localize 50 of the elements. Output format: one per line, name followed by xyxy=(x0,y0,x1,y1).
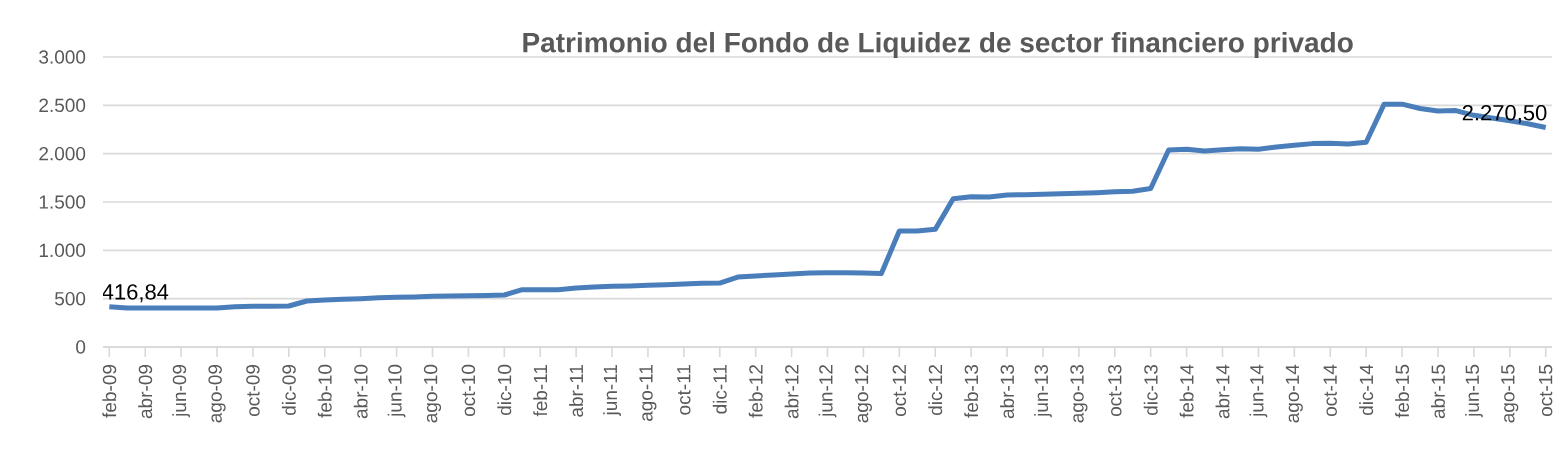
x-tick-label: ago-11 xyxy=(639,365,657,421)
x-tick-label: dic-11 xyxy=(712,365,727,414)
x-tick-label: feb-15 xyxy=(1395,364,1410,418)
x-tick-label: abr-11 xyxy=(569,365,584,417)
x-tick-label: oct-09 xyxy=(246,364,260,417)
chart-title: Patrimonio del Fondo de Liquidez de sector financiero privado xyxy=(523,31,1353,59)
x-tick-label: dic-14 xyxy=(1359,364,1374,416)
x-tick-label: jun-14 xyxy=(1249,364,1268,418)
x-tick-label: abr-13 xyxy=(1000,364,1015,419)
x-tick-label: jun-09 xyxy=(172,364,190,418)
y-tick-label: 0 xyxy=(76,340,86,354)
x-tick-label: dic-12 xyxy=(928,365,943,416)
y-tick-label: 1.000 xyxy=(39,243,86,258)
x-tick-label: oct-15 xyxy=(1539,364,1553,417)
y-tick-label: 2.000 xyxy=(39,146,86,161)
x-tick-label: dic-09 xyxy=(281,364,296,416)
x-tick-label: abr-12 xyxy=(784,365,799,419)
x-tick-label: oct-14 xyxy=(1323,364,1337,417)
x-tick-label: feb-12 xyxy=(748,365,763,418)
x-tick-label: dic-10 xyxy=(497,364,512,416)
x-tick-label: abr-09 xyxy=(138,364,153,419)
x-tick-label: ago-12 xyxy=(854,365,873,423)
x-tick-label: feb-14 xyxy=(1179,364,1194,418)
x-tick-label: oct-11 xyxy=(677,365,691,415)
x-tick-label: abr-15 xyxy=(1431,364,1445,419)
y-tick-label: 1.500 xyxy=(39,195,86,209)
x-tick-label: ago-09 xyxy=(208,364,226,423)
x-tick-label: ago-15 xyxy=(1501,364,1519,423)
x-tick-label: feb-09 xyxy=(102,364,117,418)
y-tick-label: 3.000 xyxy=(39,50,86,64)
data-label: 416,84 xyxy=(102,284,169,303)
x-tick-label: jun-13 xyxy=(1034,364,1052,418)
y-tick-label: 500 xyxy=(54,291,86,306)
x-tick-label: jun-11 xyxy=(603,365,621,416)
x-tick-label: jun-12 xyxy=(818,365,837,418)
x-tick-label: oct-10 xyxy=(461,364,476,417)
x-tick-label: feb-10 xyxy=(317,364,332,418)
x-tick-label: feb-13 xyxy=(964,364,979,418)
x-tick-label: jun-15 xyxy=(1465,364,1483,418)
y-tick-label: 2.500 xyxy=(39,98,86,113)
x-tick-label: dic-13 xyxy=(1143,364,1158,416)
x-tick-label: oct-13 xyxy=(1108,364,1122,417)
x-tick-label: ago-13 xyxy=(1070,364,1088,423)
x-tick-label: abr-10 xyxy=(353,364,368,419)
x-tick-label: jun-10 xyxy=(387,364,406,418)
x-tick-label: abr-14 xyxy=(1215,364,1230,419)
x-tick-label: feb-11 xyxy=(533,365,548,417)
x-tick-label: oct-12 xyxy=(892,365,907,417)
x-tick-label: ago-14 xyxy=(1285,364,1303,423)
x-tick-label: ago-10 xyxy=(423,364,442,423)
